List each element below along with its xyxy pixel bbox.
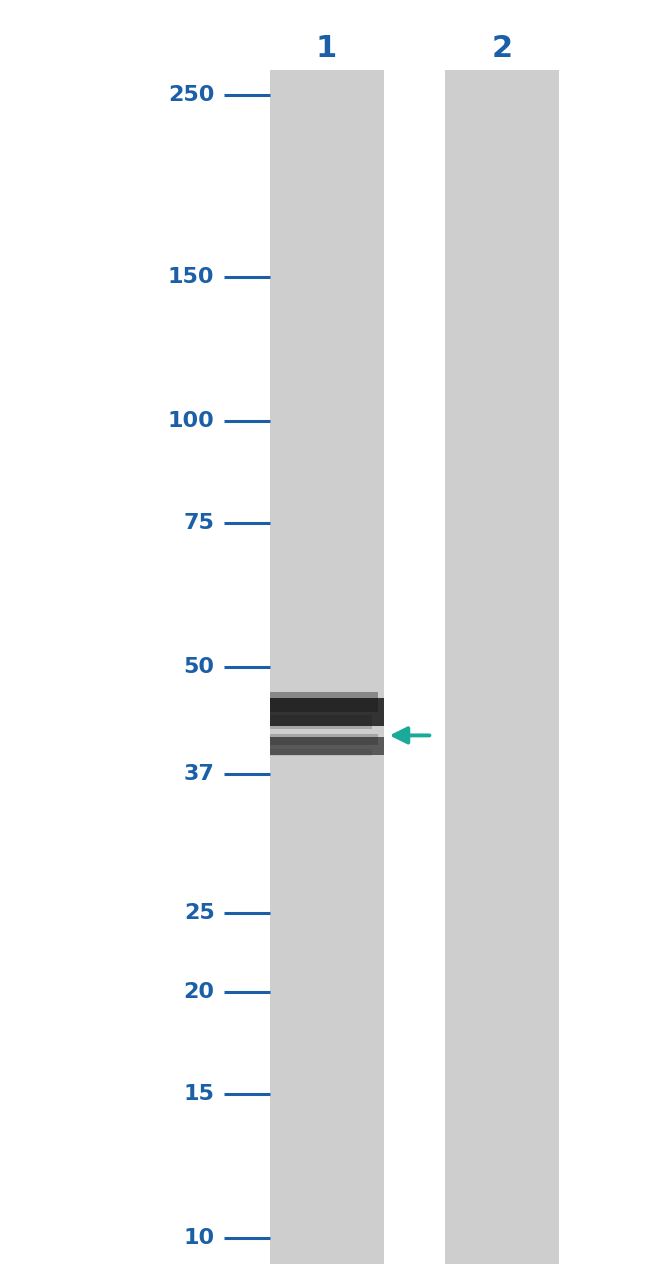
Text: 150: 150	[168, 267, 215, 287]
Text: 75: 75	[183, 513, 214, 533]
Text: 15: 15	[183, 1085, 214, 1105]
Text: 50: 50	[183, 657, 214, 677]
Bar	[270, 692, 378, 711]
Text: 250: 250	[168, 85, 214, 105]
Bar	[270, 734, 378, 745]
Bar	[270, 737, 384, 754]
Text: 1: 1	[316, 34, 337, 62]
Text: 100: 100	[168, 410, 215, 431]
Bar	[270, 698, 384, 726]
Text: 20: 20	[183, 982, 214, 1002]
Text: 37: 37	[183, 763, 214, 784]
Text: 2: 2	[491, 34, 513, 62]
Text: 25: 25	[184, 903, 214, 923]
Bar	[270, 749, 372, 756]
Bar	[270, 70, 384, 1264]
Bar	[445, 70, 559, 1264]
Text: 10: 10	[183, 1228, 214, 1248]
Bar	[270, 715, 372, 729]
